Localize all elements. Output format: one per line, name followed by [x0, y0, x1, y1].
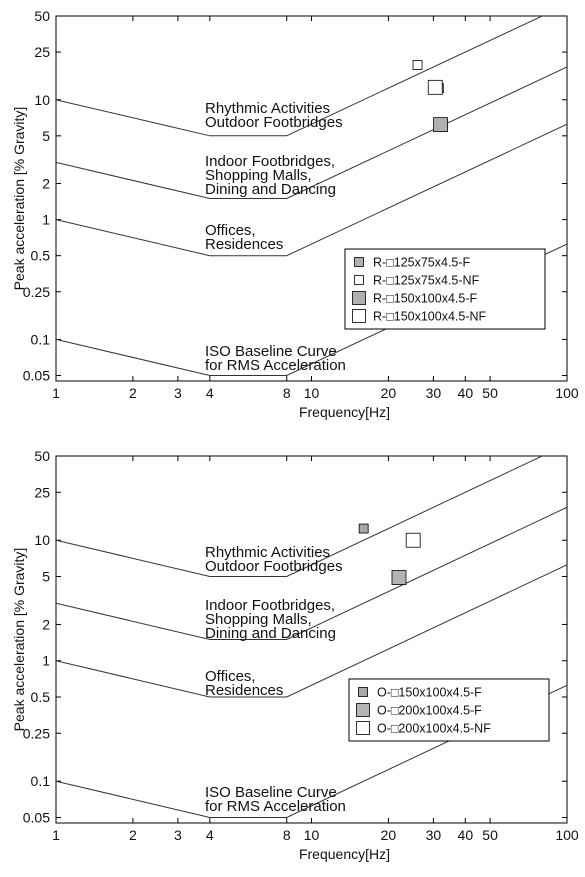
limit-curve-label: for RMS Acceleration	[205, 357, 346, 374]
y-tick-label: 0.05	[23, 368, 50, 384]
legend-entry: O-□200x100x4.5-F	[377, 704, 482, 718]
limit-curve-label: Rhythmic Activities	[205, 100, 330, 117]
y-axis-title: Peak acceleration [% Gravity]	[11, 548, 27, 732]
x-tick-label: 20	[381, 827, 397, 843]
legend-marker	[356, 703, 370, 717]
limit-curve-label: Residences	[205, 236, 283, 253]
limit-curve-1	[56, 456, 544, 577]
y-tick-label: 0.1	[31, 773, 51, 789]
y-tick-label: 50	[34, 448, 50, 464]
data-point	[405, 532, 421, 548]
legend-entry: R-□150x100x4.5-F	[373, 292, 477, 306]
x-tick-label: 30	[426, 827, 442, 843]
y-tick-label: 0.1	[31, 331, 51, 347]
data-point	[358, 523, 369, 534]
x-tick-label: 100	[555, 385, 579, 401]
data-point	[427, 79, 443, 95]
limit-curve-label: Offices,	[205, 222, 256, 239]
chart-panel-1: 1 2 3 4 8 10 20 30 40 50 1000.050.10.250.512510255…	[11, 8, 579, 420]
x-tick-label: 20	[381, 385, 397, 401]
y-tick-label: 5	[42, 568, 50, 584]
limit-curve-2	[56, 506, 567, 640]
y-tick-label: 10	[34, 92, 50, 108]
legend-entry: O-□200x100x4.5-NF	[377, 722, 491, 736]
x-tick-label: 1	[52, 827, 60, 843]
y-tick-label: 25	[34, 484, 50, 500]
data-point	[391, 570, 407, 585]
x-axis-title: Frequency[Hz]	[299, 404, 390, 420]
legend-entry: R-□125x75x4.5-NF	[373, 274, 480, 288]
legend-marker	[352, 291, 366, 305]
y-tick-label: 0.25	[23, 725, 50, 741]
y-tick-label: 25	[34, 44, 50, 60]
legend-box	[348, 678, 550, 742]
x-tick-label: 1	[52, 385, 60, 401]
x-tick-label: 100	[555, 827, 579, 843]
limit-curve-label: ISO Baseline Curve	[205, 784, 337, 801]
limit-curve-label: Dining and Dancing	[205, 625, 336, 642]
legend-entry: O-□150x100x4.5-F	[377, 686, 482, 700]
chart-panel-2: 1 2 3 4 8 10 20 30 40 50 1000.050.10.250.512510255…	[11, 448, 579, 862]
y-tick-label: 0.05	[23, 809, 50, 825]
y-tick-label: 10	[34, 532, 50, 548]
x-axis-title: Frequency[Hz]	[299, 846, 390, 862]
legend-box	[344, 248, 546, 330]
limit-curve-label: ISO Baseline Curve	[205, 343, 337, 360]
limit-curve-label: for RMS Acceleration	[205, 798, 346, 815]
legend-marker	[354, 257, 364, 267]
y-tick-label: 50	[34, 8, 50, 24]
legend-marker	[354, 275, 364, 285]
limit-curve-label: Offices,	[205, 668, 256, 685]
legend-marker	[352, 309, 366, 323]
limit-curve-3	[56, 123, 567, 257]
limit-curve-label: Outdoor Footbridges	[205, 114, 343, 131]
limit-curve-label: Outdoor Footbridges	[205, 558, 343, 575]
limit-curve-1	[56, 16, 544, 137]
limit-curve-label: Dining and Dancing	[205, 181, 336, 198]
x-tick-label: 50	[482, 827, 498, 843]
x-tick-label: 10	[304, 827, 320, 843]
x-tick-label: 2	[129, 827, 137, 843]
x-tick-label: 3	[174, 827, 182, 843]
legend-entry: R-□125x75x4.5-F	[373, 256, 471, 270]
limit-curve-2	[56, 66, 567, 199]
y-tick-label: 0.25	[23, 284, 50, 300]
limit-curve-label: Rhythmic Activities	[205, 544, 330, 561]
y-tick-label: 0.5	[31, 248, 51, 264]
data-point	[433, 117, 448, 133]
y-tick-label: 2	[42, 616, 50, 632]
x-tick-label: 8	[283, 385, 291, 401]
y-axis-title: Peak acceleration [% Gravity]	[11, 107, 27, 291]
x-tick-label: 8	[283, 827, 291, 843]
y-tick-label: 1	[42, 653, 50, 669]
x-tick-label: 2	[129, 385, 137, 401]
y-tick-label: 2	[42, 176, 50, 192]
x-tick-label: 40	[458, 827, 474, 843]
legend-entry: R-□150x100x4.5-NF	[373, 310, 487, 324]
limit-curve-3	[56, 564, 567, 698]
limit-curve-label: Shopping Malls,	[205, 611, 312, 628]
y-tick-label: 5	[42, 128, 50, 144]
x-tick-label: 4	[206, 827, 214, 843]
x-tick-label: 50	[482, 385, 498, 401]
x-tick-label: 40	[458, 385, 474, 401]
x-tick-label: 10	[304, 385, 320, 401]
legend-marker	[358, 687, 368, 697]
y-tick-label: 0.5	[31, 689, 51, 705]
limit-curve-label: Shopping Malls,	[205, 167, 312, 184]
limit-curve-label: Indoor Footbridges,	[205, 597, 335, 614]
data-point	[412, 60, 423, 70]
limit-curve-label: Indoor Footbridges,	[205, 153, 335, 170]
legend-marker	[356, 721, 370, 735]
limit-curve-4	[56, 684, 567, 818]
limit-curve-label: Residences	[205, 682, 283, 699]
x-tick-label: 30	[426, 385, 442, 401]
y-tick-label: 1	[42, 212, 50, 228]
x-tick-label: 3	[174, 385, 182, 401]
x-tick-label: 4	[206, 385, 214, 401]
